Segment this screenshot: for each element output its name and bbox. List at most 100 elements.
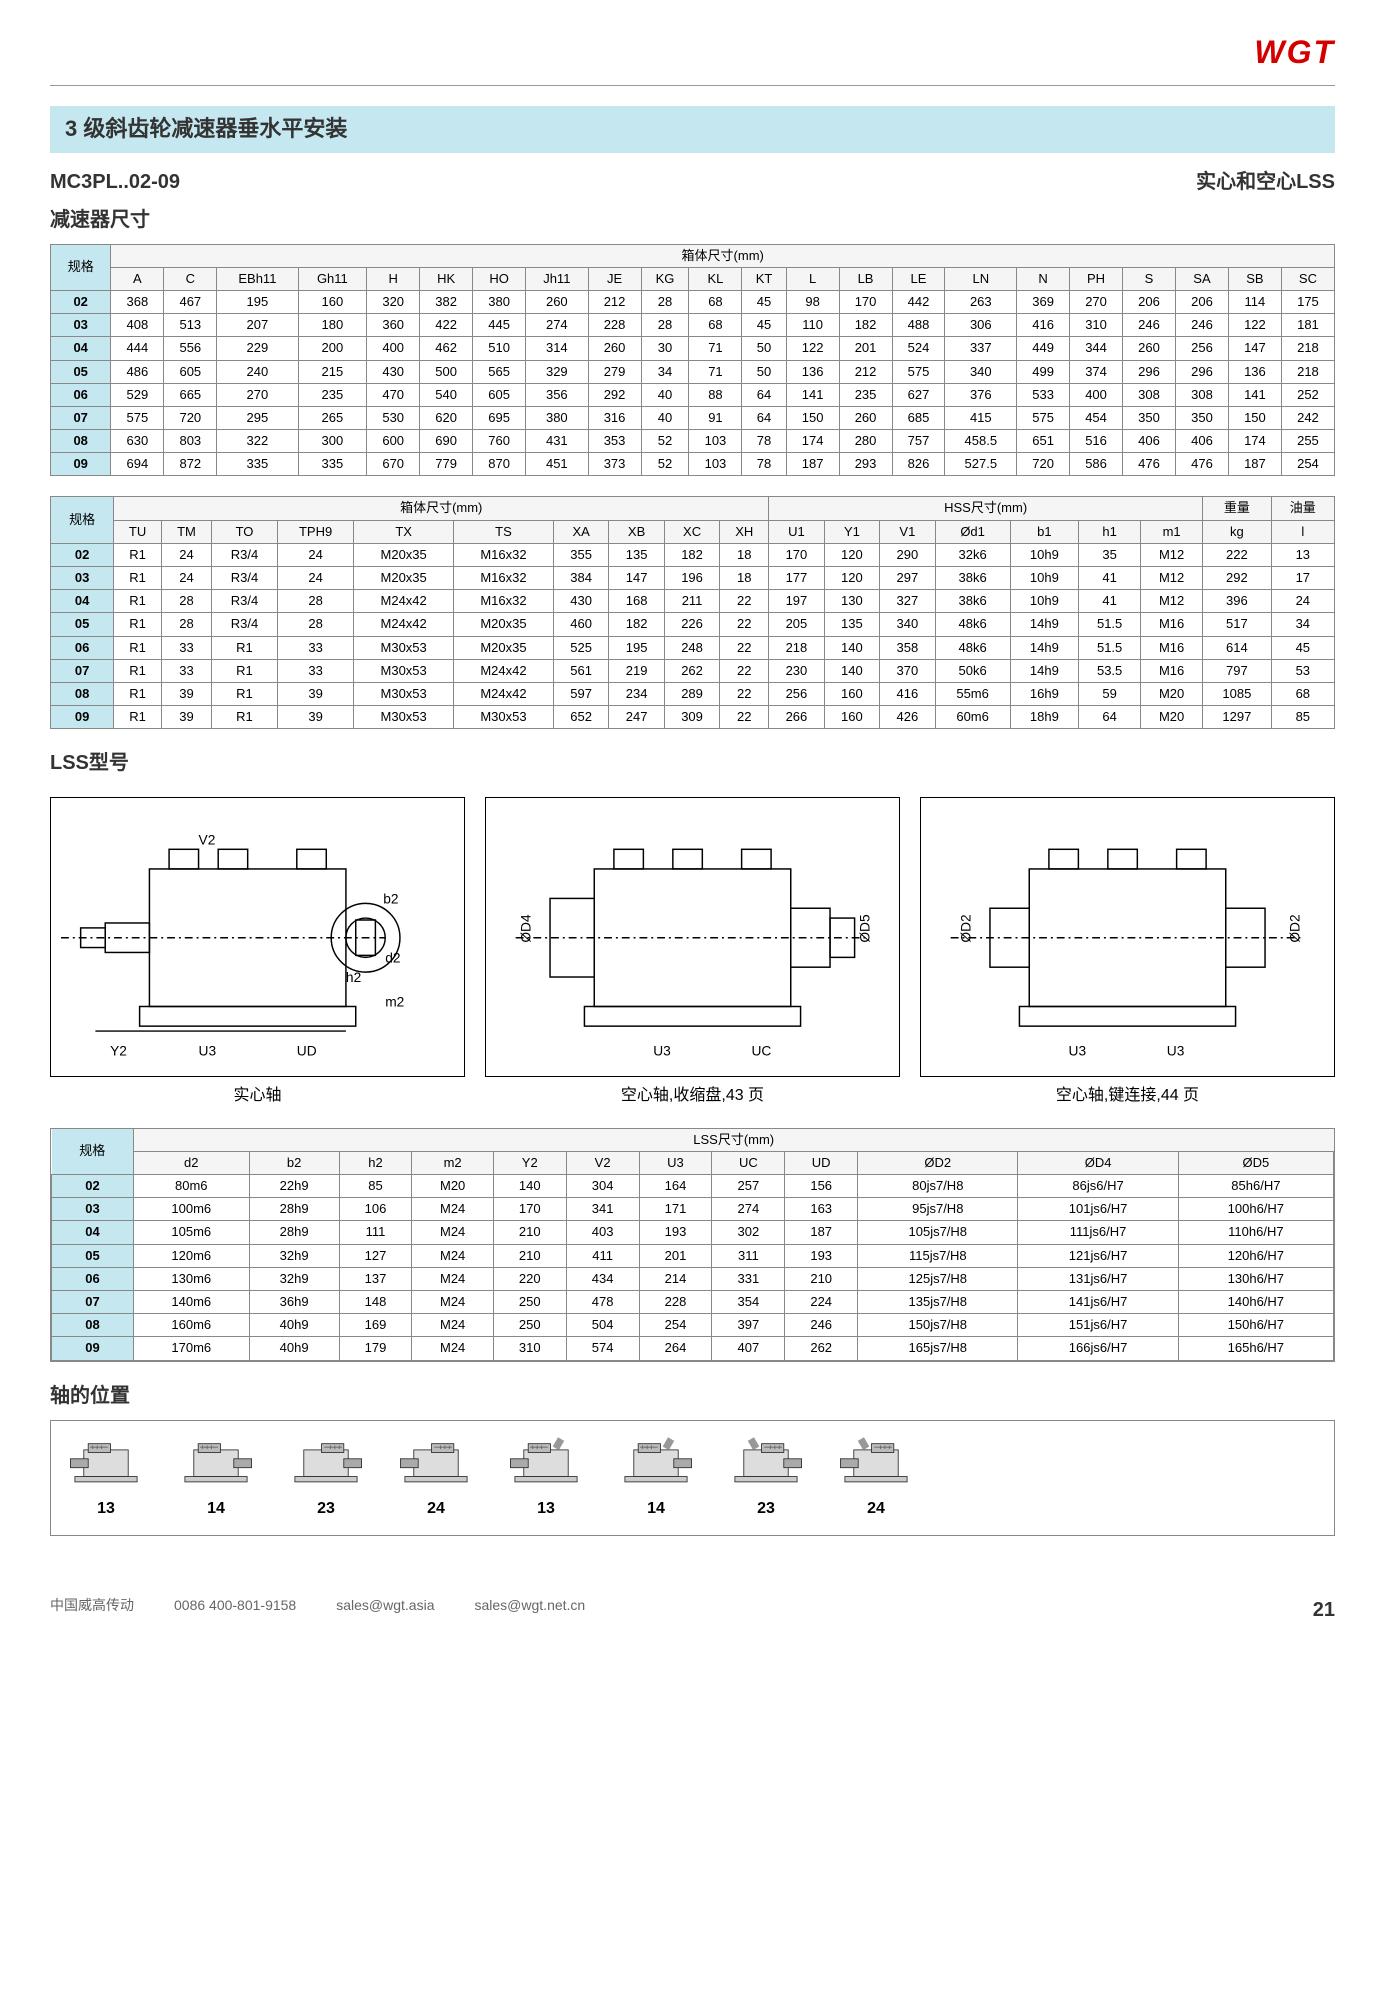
table-cell: 620 [420, 406, 473, 429]
table-cell: 50k6 [935, 659, 1010, 682]
table-cell: R1 [114, 567, 162, 590]
table-cell: 651 [1017, 430, 1070, 453]
table-cell: 114 [1228, 290, 1281, 313]
table1: 规格箱体尺寸(mm)ACEBh11Gh11HHKHOJh11JEKGKLKTLL… [50, 244, 1335, 477]
table-cell: 369 [1017, 290, 1070, 313]
table-cell: 120 [824, 543, 879, 566]
table-cell: 670 [367, 453, 420, 476]
table-cell: 150 [1228, 406, 1281, 429]
table1-col: Gh11 [298, 267, 367, 290]
svg-text:U3: U3 [1167, 1043, 1185, 1058]
table-cell: 40h9 [249, 1314, 339, 1337]
shaft-icon [286, 1436, 366, 1486]
table-cell: 356 [526, 383, 589, 406]
table-row: 05120m632h9127M24210411201311193115js7/H… [52, 1244, 1334, 1267]
table-cell: M16 [1141, 613, 1203, 636]
table-row: 0444455622920040046251031426030715012220… [51, 337, 1335, 360]
table-cell: 141 [1228, 383, 1281, 406]
table-cell: 55m6 [935, 682, 1010, 705]
table-cell: 160 [824, 682, 879, 705]
table1-col: C [164, 267, 217, 290]
table-cell: 263 [945, 290, 1017, 313]
spec-cell: 07 [51, 406, 111, 429]
table-cell: 274 [712, 1198, 785, 1221]
table-cell: M30x53 [354, 636, 454, 659]
diagram-wrapper: V2b2h2d2m2Y2U3UD实心轴 [50, 797, 465, 1107]
table-cell: 354 [712, 1291, 785, 1314]
diagram-wrapper: ØD2ØD2U3U3空心轴,键连接,44 页 [920, 797, 1335, 1107]
table-cell: 229 [217, 337, 298, 360]
table-cell: 168 [609, 590, 664, 613]
table-cell: 130m6 [133, 1267, 249, 1290]
table-cell: 135js7/H8 [858, 1291, 1018, 1314]
logo: WGT [50, 30, 1335, 75]
table-cell: 22h9 [249, 1175, 339, 1198]
table-cell: 206 [1123, 290, 1176, 313]
table-cell: 85 [339, 1175, 412, 1198]
table-row: 05R128R3/428M24x42M20x354601822262220513… [51, 613, 1335, 636]
table-cell: 454 [1070, 406, 1123, 429]
table-cell: R1 [212, 636, 278, 659]
table2-col: m1 [1141, 520, 1203, 543]
table-cell: 22 [720, 636, 769, 659]
table-cell: 462 [420, 337, 473, 360]
spec-header: 规格 [51, 244, 111, 290]
spec-cell: 09 [51, 453, 111, 476]
table-cell: 694 [111, 453, 164, 476]
table-cell: 22 [720, 659, 769, 682]
table-cell: 422 [420, 314, 473, 337]
table-cell: 120h6/H7 [1178, 1244, 1333, 1267]
shaft-icon [726, 1436, 806, 1486]
table-cell: 235 [298, 383, 367, 406]
table-cell: 45 [1271, 636, 1334, 659]
svg-text:Y2: Y2 [110, 1043, 127, 1058]
table-cell: M24x42 [454, 659, 554, 682]
table-cell: 28h9 [249, 1198, 339, 1221]
table3-col: ØD4 [1018, 1151, 1178, 1174]
table-cell: 181 [1281, 314, 1334, 337]
table-cell: 396 [1203, 590, 1272, 613]
table-row: 04R128R3/428M24x42M16x324301682112219713… [51, 590, 1335, 613]
table3: 规格LSS尺寸(mm)d2b2h2m2Y2V2U3UCUDØD2ØD4ØD502… [51, 1129, 1334, 1361]
table-cell: 24 [161, 543, 211, 566]
table-cell: 510 [473, 337, 526, 360]
shaft-item: 14 [616, 1436, 696, 1521]
table-cell: 264 [639, 1337, 712, 1360]
table-cell: 314 [526, 337, 589, 360]
table-cell: 160 [824, 706, 879, 729]
table-cell: 28 [277, 613, 353, 636]
svg-text:UD: UD [297, 1043, 317, 1058]
reducer-dim-label: 减速器尺寸 [50, 206, 1335, 234]
shaft-icon [176, 1436, 256, 1486]
table-cell: 86js6/H7 [1018, 1175, 1178, 1198]
table-cell: 165h6/H7 [1178, 1337, 1333, 1360]
table-cell: 270 [1070, 290, 1123, 313]
table-cell: M30x53 [354, 706, 454, 729]
table-cell: 68 [1271, 682, 1334, 705]
table-cell: 88 [689, 383, 742, 406]
table-cell: R1 [114, 543, 162, 566]
shaft-item: 24 [396, 1436, 476, 1521]
svg-text:U3: U3 [1069, 1043, 1087, 1058]
table-cell: R3/4 [212, 567, 278, 590]
table-cell: 39 [161, 682, 211, 705]
table2-group4: 油量 [1271, 497, 1334, 520]
table3-col: V2 [566, 1151, 639, 1174]
table-cell: 35 [1079, 543, 1141, 566]
table-cell: 478 [566, 1291, 639, 1314]
table-cell: 335 [217, 453, 298, 476]
table-cell: 41 [1079, 567, 1141, 590]
table-cell: 310 [1070, 314, 1123, 337]
svg-text:U3: U3 [653, 1043, 671, 1058]
spec-header: 规格 [51, 497, 114, 543]
table-cell: 219 [609, 659, 664, 682]
table-cell: 260 [1123, 337, 1176, 360]
table-cell: 297 [880, 567, 935, 590]
table-cell: 430 [367, 360, 420, 383]
spec-cell: 09 [51, 706, 114, 729]
table-cell: M16x32 [454, 543, 554, 566]
table-cell: 434 [566, 1267, 639, 1290]
footer: 中国威高传动 0086 400-801-9158 sales@wgt.asia … [50, 1566, 1335, 1624]
table-cell: 211 [664, 590, 719, 613]
svg-text:h2: h2 [346, 970, 361, 985]
